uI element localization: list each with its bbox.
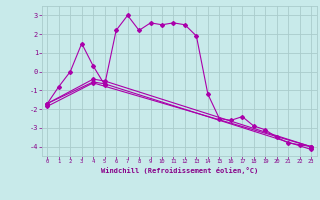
X-axis label: Windchill (Refroidissement éolien,°C): Windchill (Refroidissement éolien,°C) <box>100 167 258 174</box>
